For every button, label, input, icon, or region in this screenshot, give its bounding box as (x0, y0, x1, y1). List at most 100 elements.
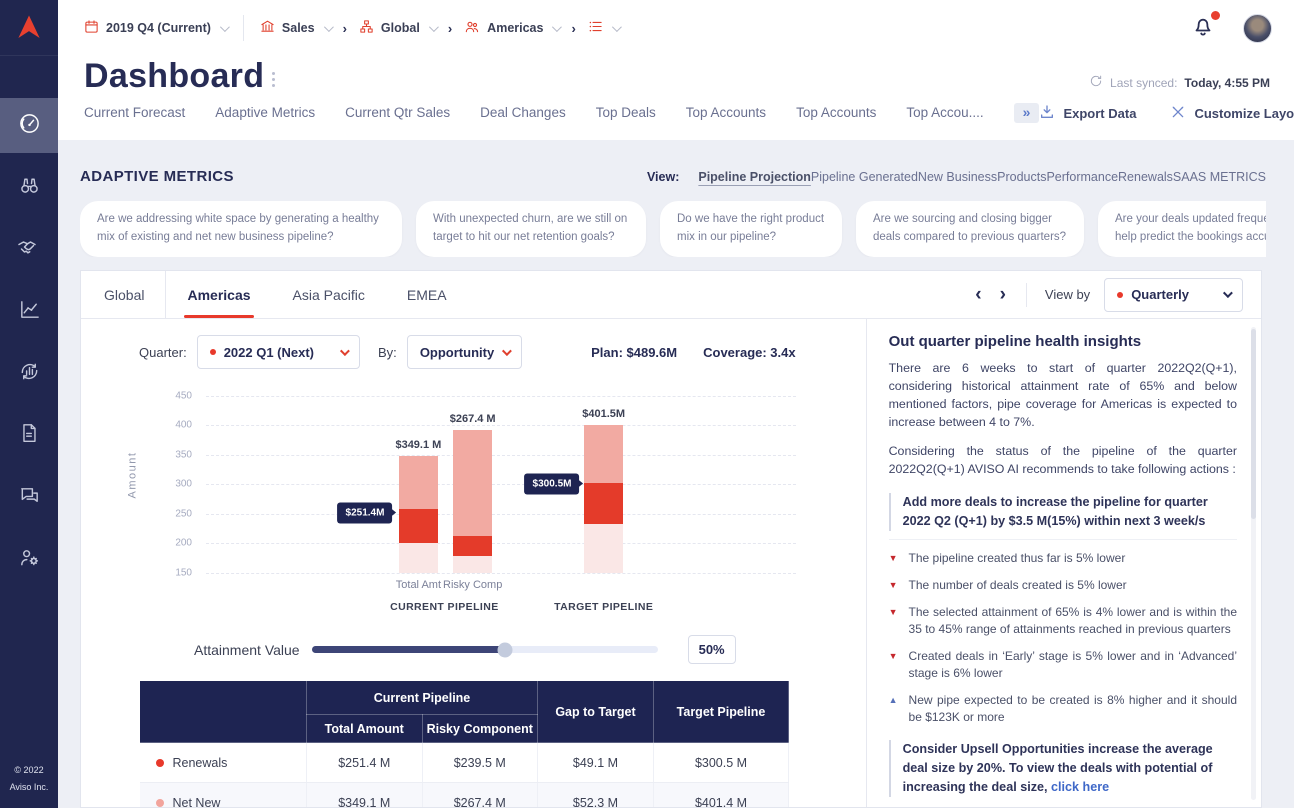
export-data-button[interactable]: Export Data (1039, 104, 1136, 123)
insight-question-card[interactable]: Do we have the right product mix in our … (660, 201, 842, 257)
bar-segment[interactable] (584, 524, 624, 573)
customize-layout-button[interactable]: Customize Layout (1170, 104, 1294, 123)
table-row[interactable]: Renewals $251.4 M $239.5 M $49.1 M $300.… (139, 742, 789, 783)
y-axis-tick: 450 (175, 390, 192, 402)
sidebar-item-conversations[interactable] (0, 470, 58, 525)
insight-question-card[interactable]: Are we sourcing and closing bigger deals… (856, 201, 1084, 257)
bar-segment[interactable] (584, 483, 624, 524)
bar-segment[interactable] (453, 429, 493, 536)
bar-segment[interactable] (453, 556, 493, 573)
view-option[interactable]: SAAS METRICS (1172, 170, 1266, 184)
bar-segment[interactable] (398, 509, 438, 544)
bar-segment[interactable] (398, 543, 438, 573)
divider (242, 15, 244, 41)
table-header-risky: Risky Component (421, 714, 538, 743)
attainment-slider[interactable] (311, 642, 658, 657)
bar-segment[interactable] (398, 455, 438, 510)
bar-segment[interactable] (584, 424, 624, 484)
refresh-icon[interactable] (1089, 74, 1103, 91)
by-dropdown[interactable]: Opportunity (406, 335, 523, 369)
attainment-label: Attainment Value (194, 641, 300, 658)
sidebar-item-dashboard[interactable] (0, 98, 58, 153)
dashboard-tab[interactable]: Adaptive Metrics (215, 105, 316, 121)
chevron-down-icon (502, 345, 513, 356)
click-here-link[interactable]: click here (1051, 779, 1110, 794)
prev-arrow-button[interactable]: ‹ (975, 284, 982, 305)
handshake-icon (17, 235, 41, 264)
bank-icon (260, 19, 275, 37)
chevron-down-icon (219, 21, 230, 32)
by-label: By: (378, 344, 397, 360)
dashboard-tab[interactable]: Top Accounts (796, 105, 877, 121)
chevron-down-icon (611, 21, 622, 32)
view-by-dropdown[interactable]: Quarterly (1104, 277, 1243, 312)
dashboard-tab[interactable]: Current Forecast (84, 105, 186, 121)
user-settings-icon (18, 546, 41, 574)
sidebar-item-explore[interactable] (0, 160, 58, 215)
title-menu-button[interactable] (272, 72, 276, 90)
gridline (206, 543, 796, 545)
quarter-label: Quarter: (139, 344, 187, 360)
table-row[interactable]: Net New $349.1 M $267.4 M $52.3 M $401.4… (139, 782, 789, 807)
series-dot-icon (155, 759, 164, 768)
recommendation-callout: Add more deals to increase the pipeline … (888, 492, 1237, 531)
sidebar-item-documents[interactable] (0, 408, 58, 463)
region-tab[interactable]: Americas (166, 271, 271, 318)
aviso-logo[interactable] (0, 0, 58, 56)
gridline (206, 395, 796, 397)
slider-thumb[interactable] (497, 642, 513, 657)
region-tab[interactable]: Global (83, 271, 167, 318)
page-title: Dashboard (84, 57, 265, 95)
sidebar-item-deals[interactable] (0, 222, 58, 277)
coverage-value: Coverage: 3.4x (703, 344, 796, 360)
sidebar: © 2022 Aviso Inc. (0, 0, 58, 808)
region-tab[interactable]: EMEA (406, 286, 447, 303)
view-option[interactable]: Products (997, 170, 1047, 184)
list-selector[interactable] (588, 19, 622, 37)
period-selector[interactable]: 2019 Q4 (Current) (84, 19, 230, 37)
bar-segment[interactable] (453, 535, 493, 557)
last-synced: Last synced: Today, 4:55 PM (1089, 74, 1270, 91)
breadcrumb-americas[interactable]: Americas (464, 19, 563, 38)
sidebar-item-forecast-cycle[interactable] (0, 346, 58, 401)
insights-paragraph: There are 6 weeks to start of quarter 20… (888, 361, 1237, 429)
table-header-total: Total Amount (306, 714, 423, 743)
region-tab[interactable]: Asia Pacific (292, 286, 365, 303)
sidebar-item-trends[interactable] (0, 284, 58, 339)
view-option[interactable]: Pipeline Projection (698, 170, 811, 184)
sidebar-item-admin[interactable] (0, 532, 58, 587)
dashboard-tab[interactable]: Top Accou.... (906, 105, 984, 121)
chevron-down-icon (339, 345, 350, 356)
pipeline-chart-plot: 150 200 250 300 350 400 450 $349.1 M $267.4 M $40… (175, 383, 796, 613)
dashboard-tab[interactable]: Deal Changes (480, 105, 566, 121)
scrollbar-thumb[interactable] (1251, 329, 1256, 519)
dashboard-tab[interactable]: Top Deals (595, 105, 656, 121)
view-option[interactable]: Renewals (1118, 170, 1173, 184)
next-arrow-button[interactable]: › (999, 284, 1006, 305)
y-axis-tick: 400 (175, 419, 192, 431)
notifications-button[interactable] (1191, 10, 1220, 43)
view-option[interactable]: New Business (917, 170, 998, 184)
more-tabs-button[interactable]: » (1013, 103, 1040, 124)
red-dot-icon (1117, 291, 1124, 298)
table-header-target: Target Pipeline (653, 680, 789, 743)
scrollbar[interactable] (1251, 327, 1256, 800)
gridline (206, 513, 796, 515)
dashboard-tab[interactable]: Top Accounts (685, 105, 767, 121)
pipeline-chart: Amount 150 200 250 300 350 400 450 $349.1 M $267… (81, 383, 866, 615)
view-option[interactable]: Pipeline Generated (810, 170, 918, 184)
breadcrumb-sales[interactable]: Sales (260, 19, 334, 37)
quarter-dropdown[interactable]: 2022 Q1 (Next) (196, 335, 361, 369)
insight-question-card[interactable]: With unexpected churn, are we still on t… (416, 201, 646, 257)
insight-question-card[interactable]: Are we addressing white space by generat… (80, 201, 402, 257)
user-avatar[interactable] (1243, 13, 1272, 43)
insight-question-card[interactable]: Are your deals updated frequently to hel… (1098, 201, 1266, 257)
breadcrumb-global[interactable]: Global (359, 19, 439, 37)
insight-bullet: ▲ New pipe expected to be created is 8% … (889, 692, 1237, 726)
y-axis-tick: 350 (175, 449, 192, 461)
view-option[interactable]: Performance (1046, 170, 1119, 184)
binoculars-icon (18, 174, 41, 202)
value-tooltip: $300.5M (524, 473, 580, 495)
slider-fill (311, 646, 506, 653)
dashboard-tab[interactable]: Current Qtr Sales (345, 105, 451, 121)
